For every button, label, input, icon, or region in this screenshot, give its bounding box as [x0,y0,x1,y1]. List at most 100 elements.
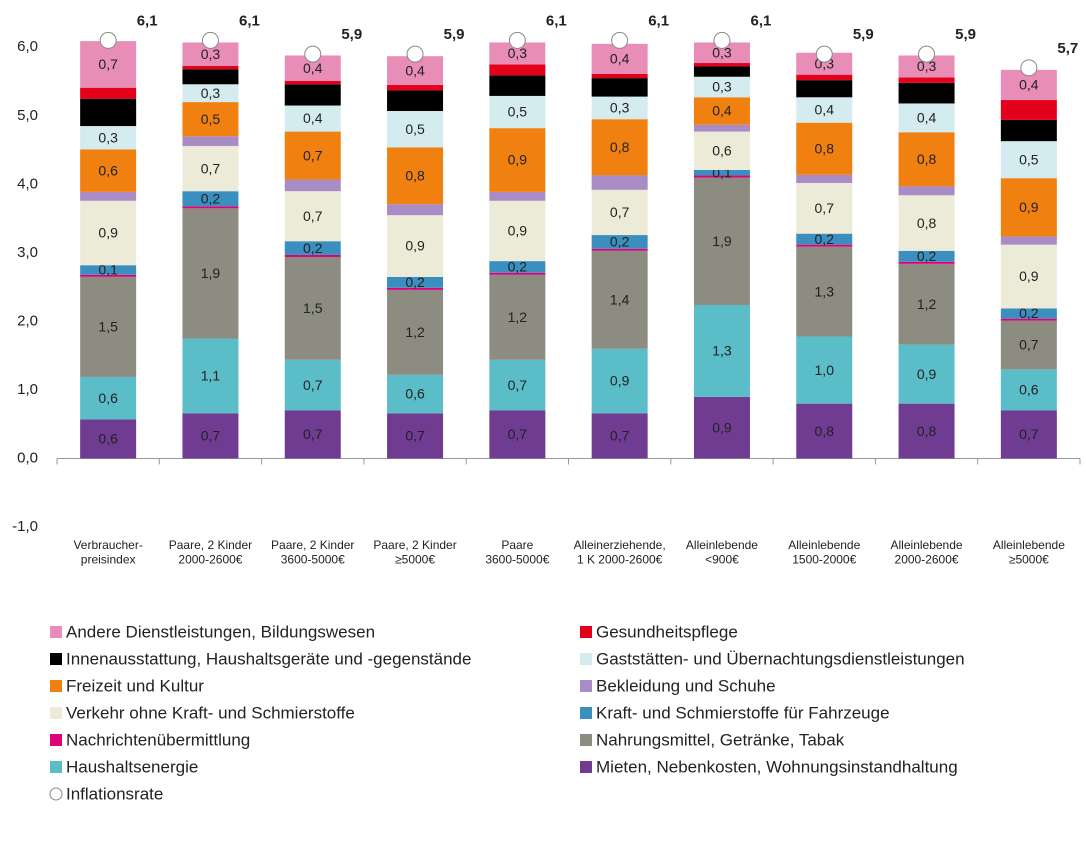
data-label: 0,4 [917,110,937,126]
bar-segment [182,208,239,339]
inflation-marker [713,31,731,49]
data-label: 0,3 [712,79,732,95]
data-label: 0,7 [303,208,323,224]
bar-segment [898,132,955,187]
bar-segment [80,149,137,192]
bar-segment [80,265,137,275]
data-label: 0,5 [1019,151,1039,167]
y-tick-label: 1,0 [17,381,38,398]
data-label: 0,2 [1019,305,1039,321]
bar-segment [80,200,137,266]
bar-segment [693,66,750,77]
bar-segment [898,103,955,133]
bar-segment [284,131,341,180]
data-label: 0,3 [712,44,732,60]
legend-label: Innenausstattung, Haushaltsgeräte und -g… [66,649,471,668]
bar-segment [489,261,546,273]
bar-segment [1000,236,1057,245]
bar-segment [489,42,546,65]
legend-swatch [50,707,62,719]
data-label: 0,7 [303,147,323,163]
data-label: 0,3 [98,129,118,145]
legend-label: Verkehr ohne Kraft- und Schmierstoffe [66,703,355,722]
data-label: 0,3 [201,85,221,101]
bar-segment [591,175,648,190]
inflation-label: 6,1 [546,12,567,29]
inflation-label: 6,1 [137,12,158,29]
data-label: 1,5 [303,300,323,316]
bar-segment [693,42,750,64]
bar-segment [489,191,546,201]
legend-label: Kraft- und Schmierstoffe für Fahrzeuge [596,703,890,722]
data-label: 0,4 [303,60,323,76]
bar-segment [898,403,955,459]
bar-segment [591,413,648,459]
bar-segment [898,263,955,345]
data-label: 0,7 [508,377,528,393]
bar-segment [591,119,648,176]
bar-segment [387,147,444,205]
data-label: 0,3 [610,100,630,116]
bar-segment [1000,308,1057,319]
data-label: 1,9 [201,265,221,281]
y-tick-label: 4,0 [17,175,38,192]
x-tick-label: Paare, 2 Kinder 3600-5000€ [271,538,354,566]
bar-segment [898,261,955,264]
data-label: 0,7 [610,204,630,220]
legend-label: Mieten, Nebenkosten, Wohnungsinstandhalt… [596,757,958,776]
bar-segment [1000,369,1057,411]
data-label: 0,7 [610,428,630,444]
legend-label: Bekleidung und Schuhe [596,676,776,695]
data-label: 0,4 [1019,77,1039,93]
legend-label: Inflationsrate [66,784,163,803]
x-tick-label: Verbraucher-preisindex [73,538,142,566]
inflation-label: 5,9 [341,26,362,43]
data-label: 0,9 [1019,268,1039,284]
bar-segment [80,126,137,150]
bar-segment [591,96,648,120]
bar-segment [387,413,444,459]
bar-segment [693,396,750,459]
bar-segment [796,182,853,234]
bar-segment [796,233,853,245]
bar-segment [693,124,750,132]
bar-segment [284,410,341,459]
inflation-marker [406,45,424,63]
data-label: 0,7 [1019,337,1039,353]
bar-segment [591,248,648,251]
data-label: 0,9 [917,366,937,382]
bar-segment [898,250,955,262]
bar-segment [182,338,239,414]
data-label: 0,4 [610,51,630,67]
data-label: 0,8 [917,215,937,231]
legend-swatch [50,761,62,773]
data-label: 0,5 [405,121,425,137]
bar-segment [182,191,239,207]
data-label: 0,9 [98,225,118,241]
bar-segment [182,206,239,209]
bar-segment [80,191,137,201]
data-label: 0,2 [917,248,937,264]
legend-label: Gesundheitspflege [596,622,738,641]
bar-segment [693,76,750,98]
legend-label: Nahrungsmittel, Getränke, Tabak [596,730,845,749]
data-label: 0,2 [405,274,425,290]
data-label: 0,3 [201,46,221,62]
bar-segment [489,128,546,192]
bar-segment [693,97,750,125]
bar-segment [387,215,444,277]
data-label: 0,7 [303,426,323,442]
bar-segment [182,136,239,146]
bar-segment [898,55,955,78]
bar-segment [898,195,955,251]
inflation-marker [815,45,833,63]
legend-swatch [580,734,592,746]
bar-segment [80,419,137,459]
bar-segment [1000,178,1057,237]
data-label: 0,1 [98,262,118,278]
bar-segment [489,272,546,275]
bar-segment [796,80,853,98]
data-label: 0,2 [610,234,630,250]
bar-segment [693,169,750,176]
